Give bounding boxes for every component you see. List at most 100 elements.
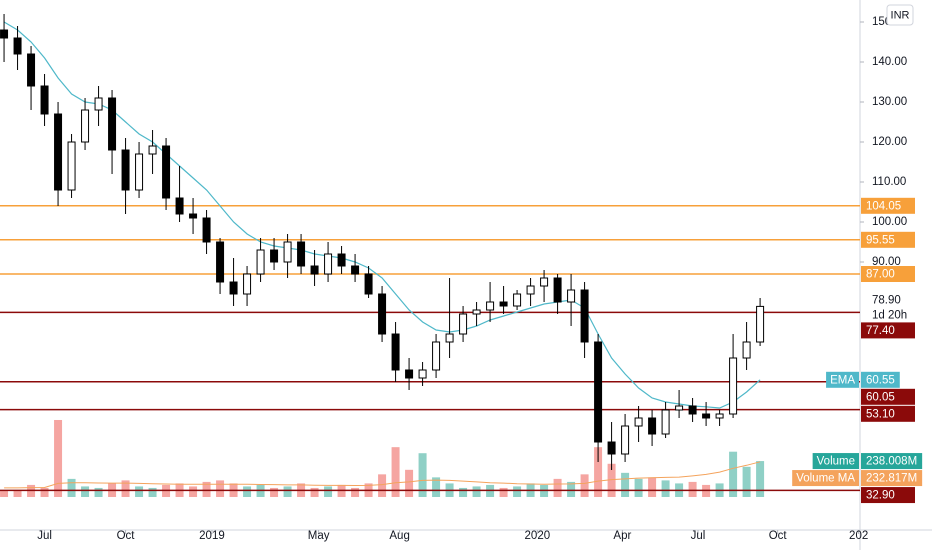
candle-body: [472, 309, 481, 315]
level-tag-label: 95.55: [866, 234, 895, 246]
volume-bar: [54, 419, 63, 497]
volume-bar: [216, 480, 225, 497]
volume-bar: [351, 487, 360, 497]
volume-bar: [742, 466, 751, 497]
y-tick-label: 110.00: [872, 176, 906, 188]
volume-bar: [243, 486, 252, 497]
volume-bar: [324, 486, 333, 497]
candle-body: [648, 417, 657, 435]
y-tick-label: 100.00: [872, 216, 907, 228]
ema-tag-value: 60.55: [866, 374, 895, 386]
volume-bar: [648, 477, 657, 497]
level-tag-label: 77.40: [866, 325, 895, 337]
ema-tag-value-box: [861, 371, 900, 388]
volume-bar: [756, 461, 765, 497]
candle-body: [661, 409, 670, 435]
volume-bar: [472, 486, 481, 497]
volume-ma-tag-name-box: [792, 470, 859, 487]
candle-body: [108, 97, 117, 151]
volume-bar: [594, 447, 603, 497]
volume-bar: [432, 477, 441, 497]
candle-body: [715, 413, 724, 419]
candle-body: [94, 97, 103, 111]
volume-tag-name: Volume: [817, 456, 855, 468]
x-tick-label: Oct: [117, 530, 136, 542]
candle-body: [337, 253, 346, 267]
candle-body: [135, 153, 144, 191]
x-tick-label: 202: [849, 530, 868, 542]
candle-body: [580, 289, 589, 343]
x-tick-label: 2019: [199, 530, 225, 542]
volume-bar: [567, 481, 576, 497]
y-tick-label: 130.00: [872, 96, 907, 108]
candle-body: [459, 313, 468, 335]
candle-body: [175, 197, 184, 215]
level-tag-label: 32.90: [866, 490, 895, 502]
volume-bar: [378, 474, 387, 497]
candle-body: [270, 249, 279, 263]
candle-body: [756, 305, 765, 343]
candle-body: [121, 149, 130, 191]
level-tag: [861, 388, 915, 405]
volume-bar: [729, 451, 738, 497]
candle-body: [391, 333, 400, 371]
candle-body: [594, 341, 603, 443]
level-tag: [861, 231, 915, 248]
ema-tag-name-box: [826, 371, 859, 388]
candle-body: [405, 369, 414, 379]
candle-body: [162, 145, 171, 199]
level-tag: [861, 322, 915, 339]
volume-bar: [0, 490, 9, 497]
x-tick-label: Apr: [613, 530, 631, 542]
candle-body: [445, 333, 454, 343]
volume-bar: [621, 472, 630, 497]
volume-bar: [189, 486, 198, 497]
y-tick-label: 140.00: [872, 56, 907, 68]
candle-body: [634, 417, 643, 427]
level-tag: [861, 266, 915, 282]
y-tick-label: 90.00: [872, 256, 901, 268]
candle-body: [688, 405, 697, 415]
volume-bar: [94, 487, 103, 497]
level-tag-label: 87.00: [866, 269, 895, 281]
candle-body: [189, 213, 198, 219]
volume-bar: [310, 487, 319, 497]
volume-bar: [13, 490, 22, 497]
candle-body: [432, 341, 441, 371]
candle-body: [81, 109, 90, 143]
x-tick-label: Aug: [389, 530, 409, 542]
y-tick-label: 120.00: [872, 136, 907, 148]
volume-ma-tag-value-box: [861, 470, 923, 487]
volume-bar: [283, 486, 292, 497]
currency-badge[interactable]: [886, 4, 914, 26]
volume-bar: [405, 469, 414, 497]
axes: 150.00140.00130.00120.00110.00100.0090.0…: [37, 16, 907, 542]
candle-body: [607, 441, 616, 455]
volume-bar: [40, 487, 49, 497]
volume-ma-tag-value: 232.817M: [866, 473, 917, 485]
volume-bar: [607, 463, 616, 497]
volume-bar: [202, 481, 211, 497]
volume-bar: [580, 474, 589, 497]
volume-bar: [67, 478, 76, 497]
candle-body: [418, 369, 427, 379]
candle-body: [499, 301, 508, 307]
volume-bar: [81, 486, 90, 497]
candle-body: [729, 357, 738, 415]
volume-bar: [459, 487, 468, 497]
volume-tag-name-box: [812, 453, 859, 470]
level-tag: [861, 197, 915, 214]
volume-bar: [135, 486, 144, 497]
volume-tag-value: 238.008M: [866, 456, 917, 468]
volume-bar: [148, 487, 157, 497]
candle-body: [229, 281, 238, 295]
candle-body: [256, 249, 265, 275]
candle-body: [675, 405, 684, 411]
candle-body: [216, 241, 225, 283]
volume-bar: [553, 478, 562, 497]
candle-body: [40, 85, 49, 115]
candle-body: [513, 293, 522, 307]
candle-body: [351, 265, 360, 275]
x-tick-label: May: [308, 530, 330, 542]
